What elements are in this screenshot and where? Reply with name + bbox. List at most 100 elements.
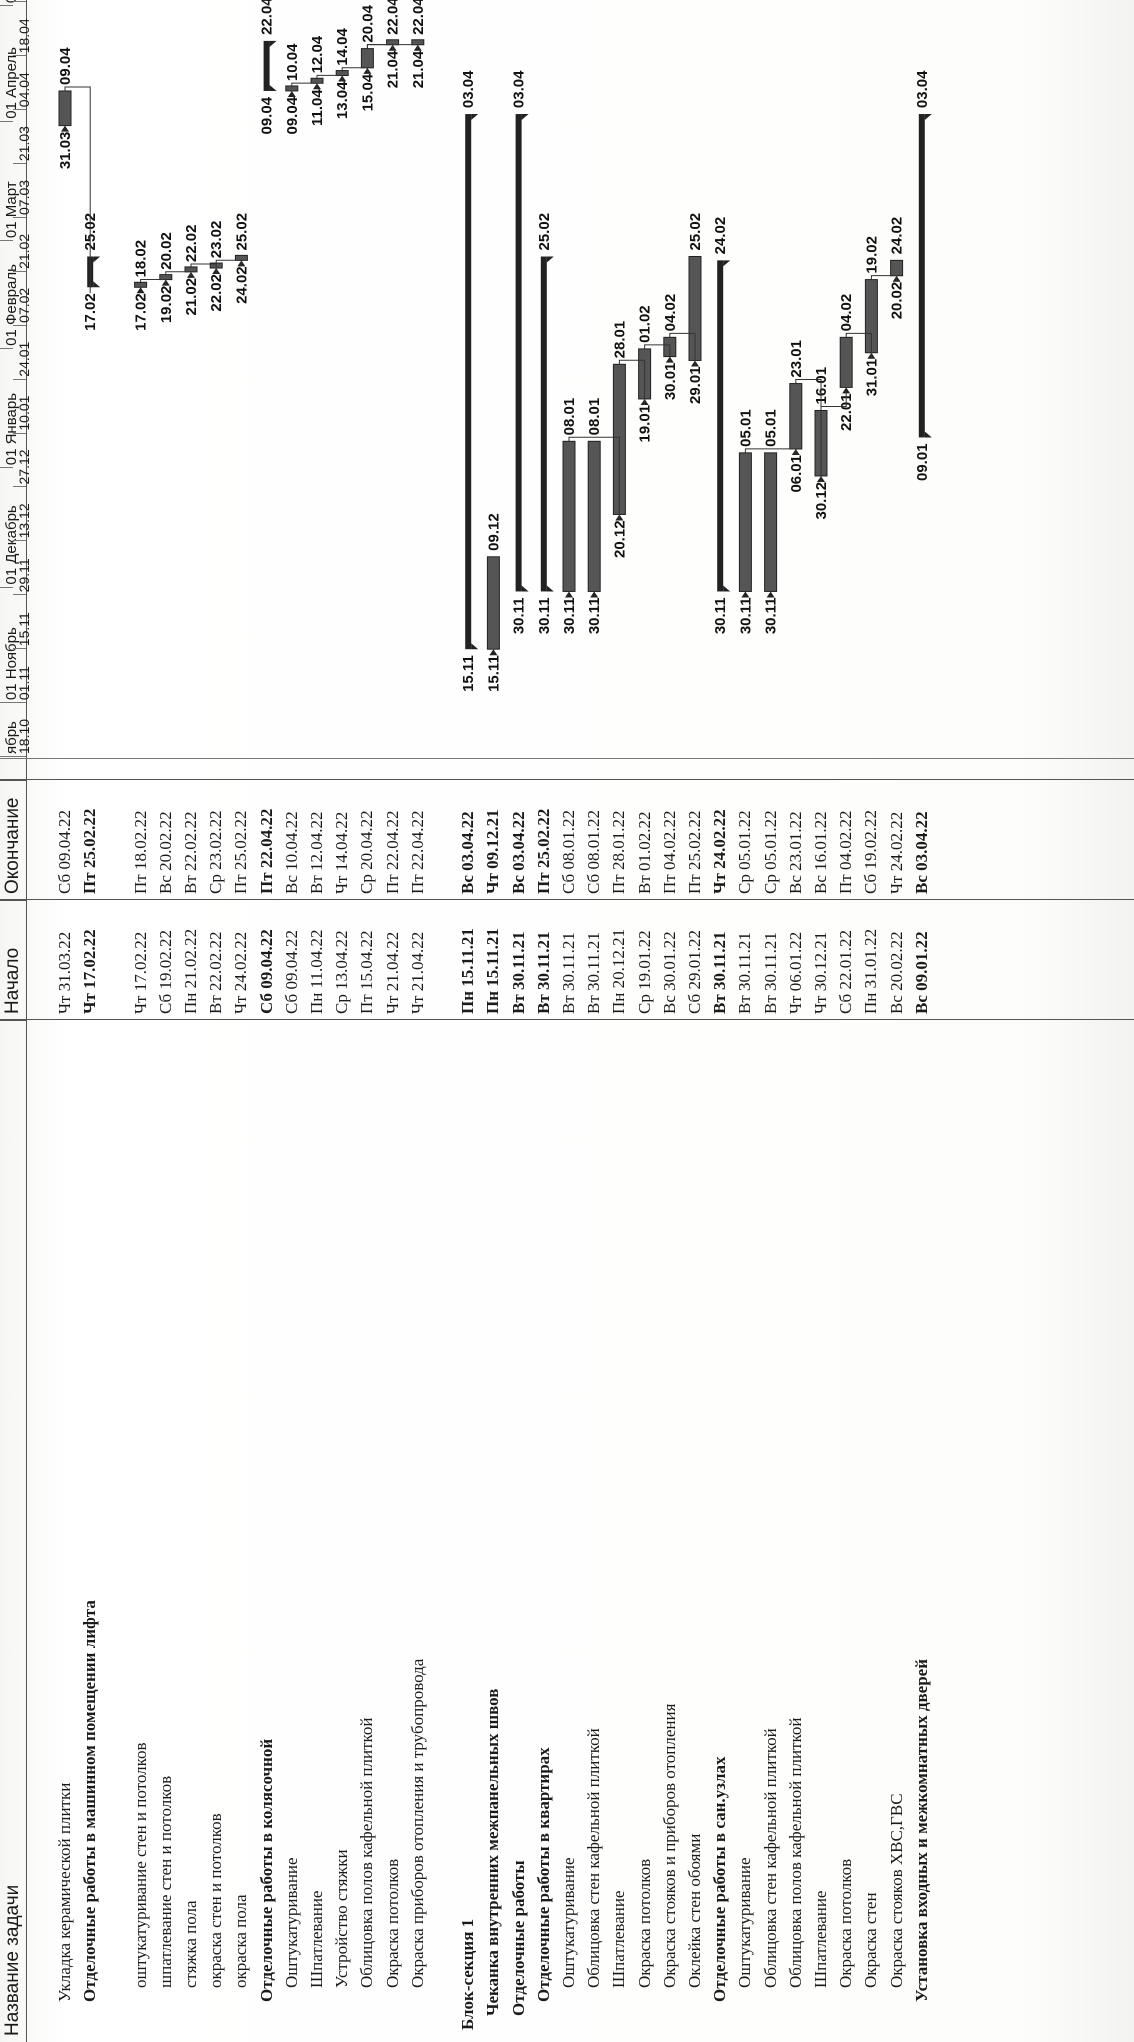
- bar-end-label: 28.01: [611, 321, 628, 359]
- bar-end-label: 23.02: [208, 221, 225, 259]
- dependency-line: [870, 275, 898, 282]
- bar-start-label: 21.02: [183, 278, 200, 316]
- bar-start-label: 06.01: [788, 455, 805, 493]
- task-bar: [764, 452, 778, 592]
- bar-end-label: 25.02: [536, 213, 553, 251]
- bar-end-label: 14.04: [334, 28, 351, 66]
- dependency-line: [215, 259, 242, 267]
- bar-end-label: 20.02: [158, 232, 175, 270]
- task-bar: [789, 383, 803, 450]
- bar-end-label: 10.04: [284, 43, 301, 81]
- bar-end-label: 25.02: [687, 213, 704, 251]
- bar-start-label: 30.01: [662, 363, 679, 401]
- bar-end-label: 08.01: [561, 398, 578, 436]
- bar-end-label: 18.02: [133, 240, 150, 278]
- dependency-line: [165, 271, 192, 278]
- bar-start-label: 21.04: [385, 50, 402, 88]
- dependency-line: [140, 278, 167, 286]
- bar-start-label: 15.11: [460, 655, 477, 692]
- dependency-line: [795, 379, 822, 482]
- summary-bar-cap: [269, 40, 277, 47]
- task-bar: [234, 254, 248, 261]
- dependency-arrow: [565, 591, 573, 598]
- bar-end-label: 20.04: [359, 4, 376, 42]
- bar-end-label: 01.02: [637, 305, 654, 343]
- bar-start-label: 09.04: [284, 96, 301, 134]
- dependency-line: [568, 436, 620, 521]
- bar-start-label: 21.04: [410, 50, 427, 88]
- task-bar: [890, 259, 904, 277]
- bar-end-label: 19.02: [863, 236, 880, 274]
- bar-start-label: 13.04: [334, 81, 351, 119]
- bar-start-label: 11.04: [309, 89, 326, 126]
- dependency-arrow: [287, 90, 296, 97]
- dependency-arrow: [766, 591, 775, 598]
- bar-end-label: 22.04: [410, 0, 427, 35]
- bar-start-label: 15.11: [485, 655, 502, 692]
- dependency-arrow: [590, 591, 599, 598]
- bar-start-label: 29.01: [687, 366, 704, 404]
- summary-bar-cap: [723, 260, 731, 267]
- summary-bar-cap: [723, 585, 731, 592]
- dependency-line: [341, 67, 368, 74]
- summary-bar-cap: [521, 585, 529, 592]
- summary-bar: [465, 114, 472, 650]
- dependency-line: [64, 86, 91, 294]
- bar-end-label: 08.01: [586, 398, 603, 436]
- dependency-line: [618, 359, 646, 405]
- bar-end-label: 12.04: [309, 35, 326, 73]
- bar-start-label: 30.11: [737, 597, 754, 634]
- task-bar: [58, 90, 72, 127]
- bar-end-label: 05.01: [763, 409, 780, 447]
- task-bar: [360, 48, 374, 69]
- summary-bar: [515, 114, 522, 592]
- summary-bar-cap: [471, 643, 479, 650]
- summary-bar: [717, 260, 724, 592]
- dependency-line: [291, 82, 318, 90]
- dependency-arrow: [136, 287, 145, 294]
- task-bar: [839, 336, 853, 388]
- bar-start-label: 19.02: [158, 286, 175, 324]
- bar-end-label: 24.02: [712, 217, 729, 255]
- bar-start-label: 31.01: [863, 359, 880, 397]
- dependency-arrow: [741, 591, 750, 598]
- bar-end-label: 22.04: [385, 0, 402, 35]
- dependency-line: [669, 332, 696, 367]
- dependency-line: [644, 344, 671, 363]
- bar-end-label: 04.02: [838, 294, 855, 332]
- bar-start-label: 30.11: [511, 597, 528, 634]
- bar-start-label: 17.02: [133, 293, 150, 331]
- bar-end-label: 03.04: [511, 70, 528, 108]
- summary-bar: [918, 114, 925, 438]
- summary-bar: [540, 256, 547, 592]
- bar-start-label: 17.02: [82, 293, 99, 331]
- bar-end-label: 22.04: [259, 0, 276, 35]
- task-bar: [738, 452, 752, 592]
- bar-end-label: 23.01: [788, 340, 805, 378]
- bar-start-label: 30.11: [561, 597, 578, 634]
- bar-start-label: 20.12: [611, 520, 628, 558]
- bar-start-label: 24.02: [233, 266, 250, 304]
- summary-bar-cap: [471, 114, 479, 121]
- task-bar: [411, 39, 425, 46]
- bar-end-label: 09.12: [485, 513, 502, 551]
- bar-end-label: 04.02: [662, 294, 679, 332]
- bar-start-label: 15.04: [359, 73, 376, 111]
- bar-start-label: 22.01: [838, 393, 855, 431]
- dependency-line: [366, 44, 419, 51]
- task-bar: [587, 440, 601, 592]
- dependency-line: [316, 74, 343, 82]
- dependency-line: [820, 393, 847, 411]
- bar-start-label: 30.11: [536, 597, 553, 634]
- bar-end-label: 22.02: [183, 225, 200, 263]
- bar-end-label: 25.02: [233, 213, 250, 251]
- bar-start-label: 22.02: [208, 274, 225, 312]
- dependency-line: [744, 448, 797, 455]
- task-bar: [562, 440, 576, 592]
- summary-bar-cap: [521, 114, 529, 121]
- dependency-line: [845, 332, 872, 359]
- bar-start-label: 30.12: [813, 482, 830, 520]
